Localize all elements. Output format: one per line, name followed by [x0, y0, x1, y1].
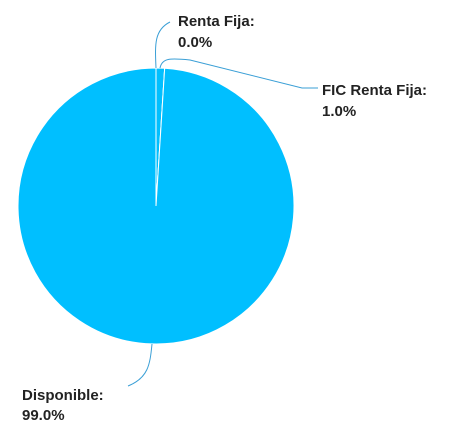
leader-line-disponible [127, 343, 153, 387]
value-disponible: 99.0% [22, 407, 65, 423]
label-fic-renta-fija: FIC Renta Fija: [322, 82, 427, 99]
label-renta-fija-colon: : [250, 13, 255, 30]
leader-line-fic-renta-fija [159, 58, 318, 89]
value-fic-renta-fija: 1.0% [322, 103, 356, 120]
label-renta-fija: Renta Fija: [178, 13, 255, 30]
value-renta-fija: 0.0% [178, 34, 212, 51]
label-renta-fija-name: Renta Fija [178, 13, 250, 30]
label-disponible: Disponible: [22, 387, 104, 404]
label-disponible-colon: : [99, 387, 104, 404]
label-fic-renta-fija-name: FIC Renta Fija [322, 82, 423, 99]
label-disponible-name: Disponible [22, 387, 99, 404]
pie-slices [17, 67, 295, 345]
leader-line-renta-fija [155, 21, 171, 69]
slice-labels: Renta Fija: 0.0% FIC Renta Fija: 1.0% Di… [22, 13, 427, 423]
label-fic-renta-fija-colon: : [422, 82, 427, 99]
pie-slice-disponible [17, 67, 295, 345]
leader-lines [127, 21, 318, 387]
